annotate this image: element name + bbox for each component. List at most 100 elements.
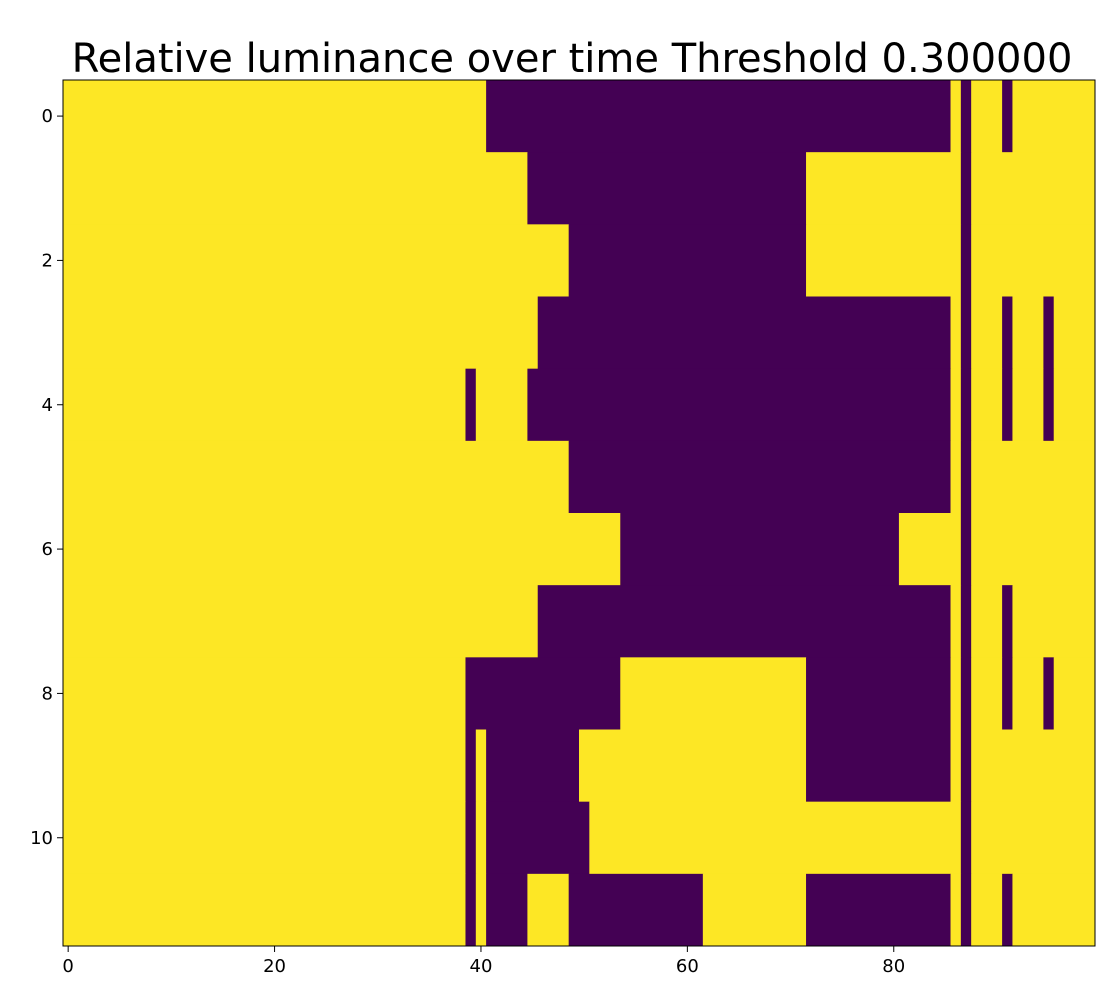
heatmap-cell	[1002, 368, 1013, 442]
heatmap-cell	[960, 440, 972, 514]
heatmap-cell	[1053, 368, 1096, 442]
heatmap-cell	[475, 873, 487, 947]
heatmap-cell	[1012, 80, 1096, 153]
heatmap-cell	[950, 585, 962, 658]
heatmap-cell	[1053, 296, 1096, 370]
heatmap-cell	[960, 585, 972, 658]
heatmap-cell	[950, 368, 962, 442]
heatmap-cell	[950, 80, 962, 153]
heatmap-cell	[971, 729, 1096, 803]
heatmap-cell	[620, 657, 807, 730]
heatmap-cell	[1012, 368, 1044, 442]
heatmap-cell	[486, 80, 951, 153]
x-tick-label: 40	[470, 956, 493, 977]
heatmap-cell	[475, 729, 487, 803]
heatmap-cell	[1012, 657, 1044, 730]
heatmap-cell	[971, 657, 1003, 730]
heatmap-cell	[960, 873, 972, 947]
plot-frame	[62, 79, 1096, 947]
heatmap-cell	[971, 224, 1096, 297]
heatmap-cell	[568, 440, 951, 514]
heatmap-cell	[971, 296, 1003, 370]
heatmap-cell	[1043, 296, 1055, 370]
heatmap-cell	[537, 585, 951, 658]
heatmap-cell	[806, 657, 951, 730]
heatmap-cell	[63, 585, 539, 658]
heatmap-cell	[950, 296, 962, 370]
heatmap-cell	[950, 873, 962, 947]
heatmap-cell	[465, 873, 477, 947]
y-tick-label: 4	[42, 395, 53, 416]
heatmap-cell	[1002, 296, 1013, 370]
heatmap-cell	[960, 80, 972, 153]
heatmap-cell	[702, 873, 807, 947]
heatmap-cell	[568, 224, 807, 297]
heatmap-cell	[971, 873, 1003, 947]
y-tick-label: 2	[42, 250, 53, 271]
heatmap-cell	[950, 729, 962, 803]
heatmap-cell	[63, 729, 466, 803]
heatmap-cell	[960, 152, 972, 225]
heatmap-cell	[63, 224, 570, 297]
heatmap-cell	[537, 296, 951, 370]
heatmap-cell	[960, 368, 972, 442]
heatmap-cell	[465, 729, 477, 803]
heatmap-cell	[806, 152, 962, 225]
heatmap-cell	[63, 513, 621, 586]
heatmap-cell	[63, 152, 528, 225]
heatmap-cell	[971, 801, 1096, 875]
heatmap-cell	[63, 368, 466, 442]
x-tick-label: 80	[882, 956, 905, 977]
heatmap-cell	[1002, 80, 1013, 153]
y-axis: 0 2 4 6 8 10	[30, 106, 63, 849]
heatmap-cell	[465, 657, 621, 730]
heatmap-cell	[527, 152, 807, 225]
heatmap-cell	[63, 80, 487, 153]
y-tick-label: 10	[30, 828, 53, 849]
heatmap-cell	[589, 801, 962, 875]
y-tick-label: 8	[42, 683, 53, 704]
heatmap-cell	[475, 801, 487, 875]
heatmap-cell	[1043, 368, 1055, 442]
heatmap-cell	[465, 368, 477, 442]
heatmap-cell	[465, 801, 477, 875]
x-tick-label: 20	[263, 956, 286, 977]
heatmap-cell	[579, 729, 807, 803]
heatmap-cell	[806, 873, 951, 947]
heatmap-cell	[486, 801, 590, 875]
heatmap-cell	[1002, 657, 1013, 730]
heatmap-cell	[1012, 873, 1096, 947]
heatmap-cell	[63, 296, 539, 370]
heatmap-cell	[971, 152, 1096, 225]
heatmap-cell	[960, 729, 972, 803]
heatmap-cell	[950, 657, 962, 730]
heatmap-cell	[527, 873, 570, 947]
heatmap-cell	[806, 224, 962, 297]
heatmap-cell	[486, 729, 580, 803]
heatmap-cell	[63, 440, 570, 514]
heatmap-cell	[960, 224, 972, 297]
heatmap-cell	[960, 296, 972, 370]
heatmap-cell	[971, 585, 1003, 658]
heatmap-cell	[1012, 296, 1044, 370]
heatmap-cell	[1043, 657, 1055, 730]
heatmap-cell	[1053, 657, 1096, 730]
heatmap-cell	[63, 873, 466, 947]
heatmap-cell	[960, 657, 972, 730]
heatmap-cell	[620, 513, 900, 586]
y-tick-label: 0	[42, 106, 53, 127]
heatmap-cell	[950, 440, 962, 514]
y-tick-label: 6	[42, 539, 53, 560]
heatmap-cell	[806, 729, 951, 803]
heatmap-cell	[63, 801, 466, 875]
heatmap-cell	[971, 440, 1096, 514]
heatmap-cells	[63, 80, 1096, 947]
heatmap-cell	[475, 368, 528, 442]
heatmap-cell	[63, 657, 466, 730]
heatmap-cell	[971, 368, 1003, 442]
x-tick-label: 60	[676, 956, 699, 977]
x-tick-label: 0	[62, 956, 73, 977]
heatmap-cell	[1002, 585, 1013, 658]
heatmap-cell	[527, 368, 951, 442]
